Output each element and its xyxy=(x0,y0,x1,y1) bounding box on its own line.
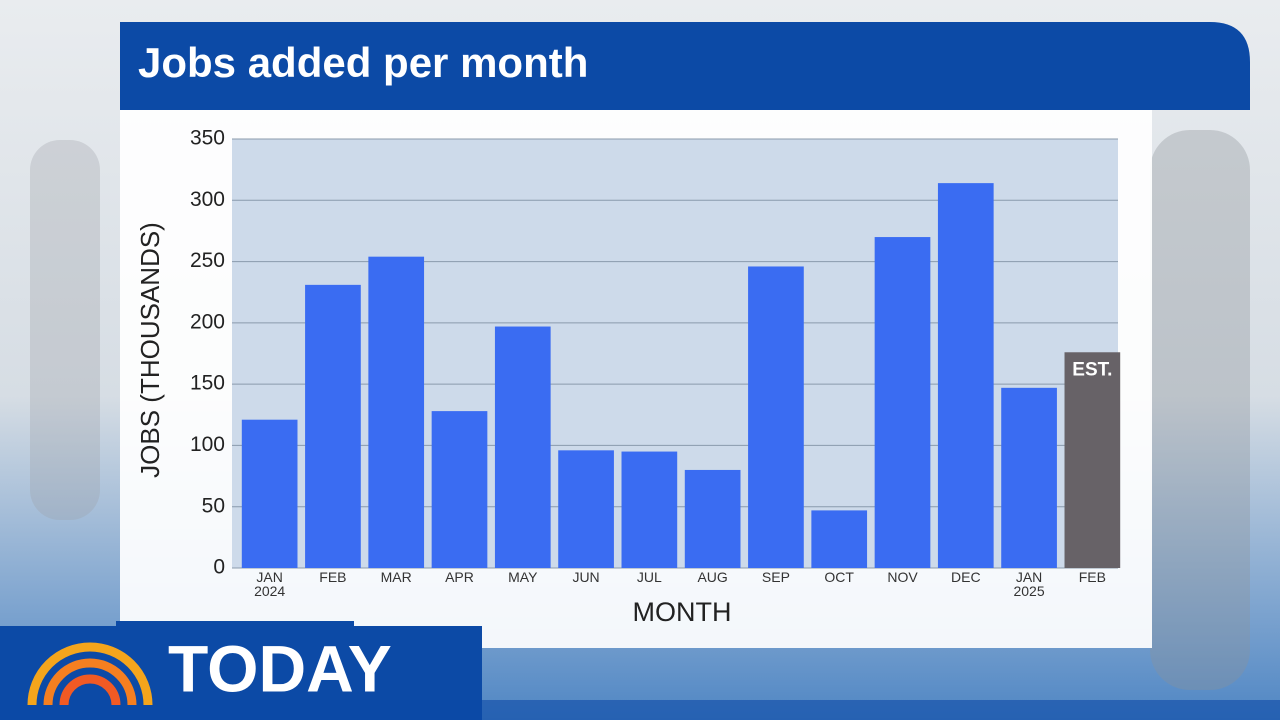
bar xyxy=(621,451,678,568)
x-tick-label: MAR xyxy=(380,569,412,585)
y-tick-label: 0 xyxy=(213,556,225,579)
y-axis-title: JOBS (THOUSANDS) xyxy=(135,222,165,478)
logo-accent xyxy=(116,621,354,626)
bar xyxy=(431,411,488,568)
x-tick-label: SEP xyxy=(761,569,790,585)
y-tick-label: 50 xyxy=(202,494,225,517)
bar xyxy=(1064,352,1121,568)
plot: 0 50 100 150 200 250 300 350 EST. xyxy=(190,127,1121,579)
x-tick-label: FEB xyxy=(1078,569,1106,585)
x-tick-label: JUN xyxy=(572,569,600,585)
x-tick-label: FEB xyxy=(319,569,347,585)
y-tick-label: 250 xyxy=(190,249,225,272)
logo-rainbow xyxy=(27,642,153,706)
x-tick-label: APR xyxy=(445,569,474,585)
x-tick-label: JUL xyxy=(636,569,662,585)
x-tick-label: AUG xyxy=(697,569,728,585)
x-axis-title: MONTH xyxy=(633,597,732,627)
bottom-strip xyxy=(0,700,1280,720)
title-banner xyxy=(120,22,1250,110)
blurred-figure xyxy=(1150,130,1250,690)
y-tick-label: 100 xyxy=(190,433,225,456)
x-tick-label: NOV xyxy=(887,569,918,585)
logo-text: TODAY xyxy=(168,631,392,705)
x-tick-label: JAN 2025 xyxy=(1013,569,1045,599)
bar xyxy=(305,284,361,568)
bar xyxy=(558,450,614,568)
x-tick-label: OCT xyxy=(824,569,854,585)
y-tick-label: 350 xyxy=(190,127,225,150)
bar xyxy=(937,183,994,568)
bar xyxy=(241,419,298,568)
bar xyxy=(368,256,425,568)
bar xyxy=(748,266,804,568)
blurred-figure xyxy=(30,140,100,520)
y-tick-label: 300 xyxy=(190,188,225,211)
y-tick-label: 150 xyxy=(190,372,225,395)
x-tick-label: DEC xyxy=(951,569,981,585)
bar xyxy=(811,510,868,568)
bar xyxy=(684,469,741,568)
y-tick-label: 200 xyxy=(190,310,225,333)
bar xyxy=(494,326,551,568)
bar xyxy=(1001,387,1057,568)
chart-title: Jobs added per month xyxy=(138,39,588,86)
bar-annotation: EST. xyxy=(1072,359,1112,380)
x-tick-label: JAN 2024 xyxy=(254,569,286,599)
bar xyxy=(874,237,931,569)
x-tick-label: MAY xyxy=(508,569,538,585)
